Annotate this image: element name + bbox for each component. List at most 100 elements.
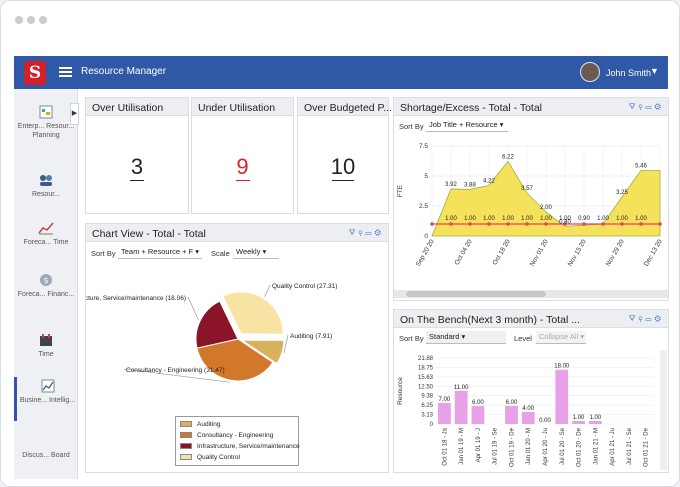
window-icon[interactable]: ▭ [365,228,375,237]
kpi-card-over-utilisation[interactable]: Over Utilisation 3 [85,97,189,214]
level-select[interactable]: Collapse All ▾ [536,331,586,344]
filter-icon[interactable]: ⛛ [348,228,359,237]
pie-slice-label: Quality Control (27.31) [272,283,337,290]
search-icon[interactable]: ⚲ [638,314,646,323]
kpi-title: Over Budgeted P... [304,102,392,114]
sort-select[interactable]: Job Title + Resource ▾ [426,119,508,132]
x-tick-label: Jul 01 21 - Se [627,427,633,465]
user-name[interactable]: John Smith [606,68,652,78]
resources-icon [40,175,52,186]
bar [505,405,518,424]
settings-icon[interactable]: ⚙ [654,102,664,111]
y-tick-label: 9.38 [421,394,433,400]
pie-legend: Auditing Consultancy - Engineering Infra… [175,416,300,466]
kpi-value[interactable]: 9 [236,154,249,179]
card-header [192,98,293,116]
filter-icon[interactable]: ⛛ [628,314,639,323]
kpi-card-over-budgeted[interactable]: Over Budgeted P... 10 [297,97,392,214]
y-tick-label: 0 [424,233,428,240]
settings-icon[interactable]: ⚙ [654,314,664,323]
x-tick-label: Oct 18 20 [492,238,512,266]
hamburger-menu-icon[interactable] [59,67,72,77]
window-dot-icon [27,16,35,24]
y-tick-label: 2.5 [419,203,428,210]
x-tick-label: Oct 01 18 - Ja [442,427,448,465]
legend-entry: Consultancy - Engineering [180,432,273,439]
baseline-point [620,222,624,226]
pie-leader-line [187,296,199,320]
settings-icon[interactable]: ⚙ [374,228,384,237]
sidebar-item-resources[interactable]: Resour... [14,173,78,199]
x-tick-label: Oct 01 21 - De [644,427,650,467]
y-tick-label: 3.13 [421,413,433,419]
pie-leader-line [123,368,230,383]
sidebar-item-label: Resour... [31,191,60,198]
sidebar-item-erp[interactable]: Enterp... Resour... Planning [14,105,78,140]
baseline-point [506,222,510,226]
y-tick-label: 7.5 [419,143,428,150]
baseline-point [563,222,567,226]
scale-select[interactable]: Weekly ▾ [233,246,279,259]
y-tick-label: 15.63 [418,375,434,381]
kpi-value[interactable]: 10 [330,154,356,179]
app-logo[interactable]: S [24,61,46,85]
sidebar-item-forecast-finance[interactable]: $ Foreca... Financ... [14,273,78,299]
pie-leader-line [264,284,271,297]
pie-slice [196,338,274,382]
baseline-data-label: 1.00 [521,216,533,222]
bar-chart: 21.88 18.75 15.63 12.50 9.38 6.25 3.13 0 Resourc… [397,356,654,467]
excess-data-label: 5.46 [635,163,647,169]
window-icon[interactable]: ▭ [645,314,655,323]
search-icon[interactable]: ⚲ [358,228,366,237]
legend-swatch [180,421,192,428]
sidebar-item-forecast-time[interactable]: Foreca... Time [14,221,78,247]
y-tick-label: 21.88 [418,356,434,362]
baseline-point [544,222,548,226]
sidebar-collapse-chevron-icon[interactable]: ▶ [70,103,79,125]
card-header [86,224,388,242]
user-menu-chevron-down-icon[interactable]: ▼ [650,66,659,76]
bar-data-label: 1.00 [573,415,585,421]
excess-data-label: 2.00 [540,205,552,211]
pie-leader-line [283,334,289,354]
sort-label: Sort By [399,334,424,343]
window-icon[interactable]: ▭ [645,102,655,111]
baseline-point [468,222,472,226]
scrollbar-thumb[interactable] [406,291,546,297]
y-tick-label: 6.25 [421,403,433,409]
sidebar-item-time[interactable]: Time [14,333,78,359]
excess-data-label: 6.22 [502,154,514,160]
kpi-card-under-utilisation[interactable]: Under Utilisation 9 [191,97,294,214]
baseline-point [525,222,529,226]
vertical-scrollbar[interactable] [660,350,667,470]
y-tick-label: 5 [424,173,428,180]
sidebar-item-discussion-board[interactable]: Discus... Board [14,451,78,460]
sort-select[interactable]: Standard ▾ [426,331,506,344]
sidebar-item-label: Enterp... Resour... Planning [17,123,75,139]
legend-swatch [180,432,192,439]
search-icon[interactable]: ⚲ [638,102,646,111]
scale-label: Scale [211,249,230,258]
pie-slice-label: Consultancy - Engineering (31.47) [126,367,225,374]
horizontal-scrollbar[interactable] [394,290,668,298]
filter-icon[interactable]: ⛛ [628,102,639,111]
sidebar-item-label: Busine... Intellig... [19,397,76,404]
legend-entry: Infrastructure, Service/maintenance [180,443,300,450]
excess-data-label: 3.25 [616,190,628,196]
bar [555,369,569,424]
x-tick-label: Jul 01 20 - Se [560,427,566,465]
avatar[interactable] [580,62,600,82]
excess-data-label: 3.88 [464,182,476,188]
baseline-point [601,222,605,226]
bar [471,405,485,424]
baseline-data-label: 0.90 [578,216,590,222]
sort-select[interactable]: Team + Resource + F ▾ [118,246,202,259]
kpi-underline [332,180,354,181]
sidebar-item-business-intelligence[interactable]: Busine... Intellig... [14,377,78,421]
card-header [298,98,388,116]
kpi-value[interactable]: 3 [130,154,144,179]
time-icon [40,334,52,346]
bar-data-label: 6.00 [472,400,484,406]
scale-select-value: Weekly [236,247,261,256]
card-tools: ⛛⚲▭⚙ [349,228,384,238]
